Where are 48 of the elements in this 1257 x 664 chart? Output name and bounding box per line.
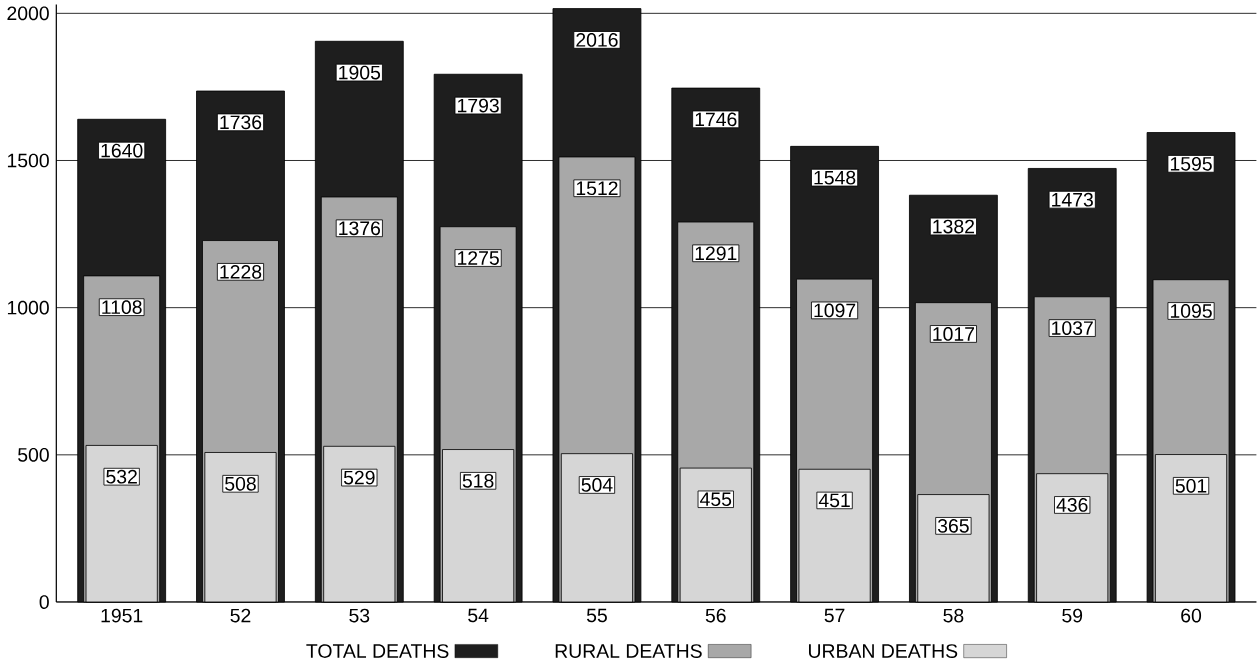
data-label: 1037: [1052, 321, 1093, 335]
legend-label: URBAN DEATHS: [809, 643, 958, 658]
y-tick-label: 500: [18, 447, 49, 462]
data-label: 1291: [695, 246, 737, 260]
data-label: 1376: [339, 221, 381, 235]
y-tick-label: 1500: [7, 153, 49, 168]
data-label: 1512: [576, 181, 618, 195]
x-tick-label: 57: [824, 608, 845, 623]
data-label: 501: [1175, 478, 1207, 493]
data-label: 1736: [220, 115, 262, 129]
x-tick-label: 52: [230, 608, 251, 623]
data-label: 532: [106, 469, 137, 484]
data-label: 508: [225, 476, 256, 491]
x-tick-label: 60: [1181, 608, 1202, 623]
y-tick-label: 2000: [7, 6, 49, 21]
data-label: 1382: [933, 219, 975, 234]
y-tick-label: 1000: [7, 300, 49, 315]
data-label: 1548: [814, 170, 856, 185]
data-label: 2016: [576, 32, 618, 47]
data-label: 1746: [695, 112, 737, 127]
x-tick-label: 59: [1062, 608, 1083, 623]
x-tick-label: 55: [586, 608, 607, 623]
data-label: 451: [818, 493, 850, 508]
x-tick-label: 53: [349, 608, 370, 623]
data-label: 504: [581, 477, 613, 492]
x-tick-label: 58: [943, 608, 964, 623]
data-label: 1793: [458, 98, 499, 113]
data-label: 1473: [1052, 192, 1093, 207]
legend-label: TOTAL DEATHS: [306, 643, 449, 658]
data-label: 1905: [339, 65, 381, 80]
y-tick-label: 0: [39, 594, 49, 609]
data-label: 455: [700, 492, 732, 506]
data-label: 1108: [102, 300, 142, 314]
data-label: 1017: [933, 326, 975, 341]
data-label: 1640: [101, 143, 143, 158]
legend-label: RURAL DEATHS: [555, 643, 702, 658]
data-label: 1095: [1170, 303, 1212, 318]
data-label: 1275: [458, 250, 499, 265]
data-label: 1228: [220, 264, 262, 279]
data-label: 529: [343, 470, 375, 485]
x-tick-label: 56: [705, 608, 726, 623]
data-label: 436: [1056, 497, 1088, 512]
data-label: 1097: [814, 303, 856, 318]
data-label: 518: [462, 473, 494, 488]
x-tick-label: 1951: [101, 608, 143, 623]
data-label: 365: [937, 518, 969, 533]
x-tick-label: 54: [468, 608, 489, 623]
data-label: 1595: [1170, 156, 1212, 171]
